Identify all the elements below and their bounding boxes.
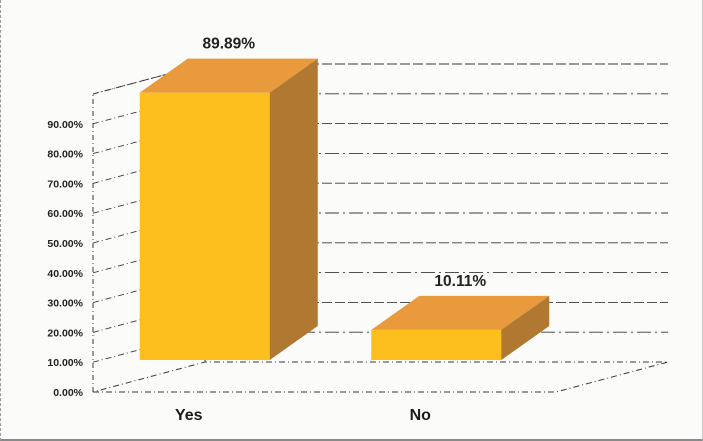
- data-label: 10.11%: [434, 273, 486, 290]
- y-tick-label: 30.00%: [47, 298, 83, 310]
- y-axis-ticks: 0.00% 10.00% 20.00% 30.00% 40.00% 50.00% 60.00…: [47, 119, 83, 399]
- bars: [139, 58, 550, 360]
- y-tick-label: 50.00%: [47, 238, 83, 250]
- bar-top-face: [371, 295, 550, 330]
- y-tick-label: 40.00%: [47, 268, 83, 280]
- y-tick-label: 80.00%: [47, 149, 83, 161]
- category-label: No: [410, 407, 432, 424]
- y-tick-label: 0.00%: [53, 387, 83, 399]
- bar-side-face: [501, 295, 550, 360]
- bar-yes: [139, 58, 318, 360]
- bar-top-face: [139, 58, 318, 93]
- y-tick-label: 90.00%: [47, 119, 83, 131]
- category-label: Yes: [175, 407, 203, 424]
- x-axis-categories: Yes No: [175, 407, 431, 424]
- data-label: 89.89%: [202, 36, 255, 53]
- y-tick-label: 20.00%: [47, 327, 83, 339]
- bar-no: [371, 295, 550, 360]
- chart-floor: [92, 361, 669, 393]
- y-tick-label: 70.00%: [47, 178, 83, 190]
- bar-side-face: [269, 58, 318, 360]
- bar-front-face: [139, 92, 270, 360]
- bar-front-face: [371, 329, 502, 360]
- y-tick-label: 60.00%: [47, 208, 83, 220]
- data-labels: 89.89% 10.11%: [202, 36, 486, 290]
- y-tick-label: 10.00%: [47, 357, 83, 369]
